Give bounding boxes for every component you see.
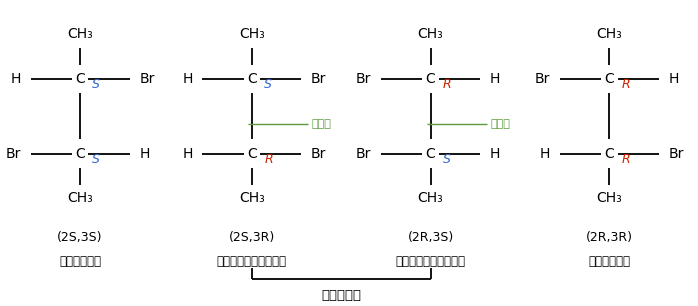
Text: H: H — [490, 72, 500, 86]
Text: CH₃: CH₃ — [239, 191, 265, 205]
Text: CH₃: CH₃ — [596, 27, 622, 41]
Text: CH₃: CH₃ — [596, 191, 622, 205]
Text: C: C — [75, 72, 85, 86]
Text: CH₃: CH₃ — [239, 27, 265, 41]
Text: Br: Br — [356, 147, 371, 161]
Text: CH₃: CH₃ — [67, 191, 93, 205]
Text: Br: Br — [311, 72, 327, 86]
Text: H: H — [182, 147, 193, 161]
Text: CH₃: CH₃ — [67, 27, 93, 41]
Text: 光学活性あり: 光学活性あり — [59, 255, 101, 268]
Text: S: S — [92, 153, 101, 166]
Text: CH₃: CH₃ — [417, 27, 443, 41]
Text: R: R — [265, 153, 273, 166]
Text: 対称面: 対称面 — [312, 119, 332, 129]
Text: (2S,3S): (2S,3S) — [57, 231, 103, 244]
Text: H: H — [540, 147, 550, 161]
Text: Br: Br — [6, 147, 21, 161]
Text: メソ体：光学活性なし: メソ体：光学活性なし — [217, 255, 287, 268]
Text: (2R,3R): (2R,3R) — [586, 231, 633, 244]
Text: C: C — [426, 147, 436, 161]
Text: S: S — [443, 153, 451, 166]
Text: Br: Br — [535, 72, 550, 86]
Text: R: R — [622, 78, 630, 91]
Text: 対称面: 対称面 — [491, 119, 510, 129]
Text: Br: Br — [356, 72, 371, 86]
Text: 光学活性あり: 光学活性あり — [588, 255, 630, 268]
Text: C: C — [247, 72, 257, 86]
Text: メソ体：光学活性なし: メソ体：光学活性なし — [396, 255, 466, 268]
Text: 同じ化合物: 同じ化合物 — [321, 289, 362, 302]
Text: CH₃: CH₃ — [417, 191, 443, 205]
Text: S: S — [92, 78, 101, 91]
Text: (2S,3R): (2S,3R) — [229, 231, 275, 244]
Text: H: H — [10, 72, 21, 86]
Text: Br: Br — [669, 147, 684, 161]
Text: H: H — [490, 147, 500, 161]
Text: H: H — [139, 147, 149, 161]
Text: R: R — [622, 153, 630, 166]
Text: R: R — [443, 78, 452, 91]
Text: Br: Br — [311, 147, 327, 161]
Text: C: C — [426, 72, 436, 86]
Text: C: C — [604, 147, 614, 161]
Text: C: C — [247, 147, 257, 161]
Text: Br: Br — [139, 72, 154, 86]
Text: C: C — [604, 72, 614, 86]
Text: S: S — [265, 78, 272, 91]
Text: H: H — [669, 72, 678, 86]
Text: H: H — [182, 72, 193, 86]
Text: (2R,3S): (2R,3S) — [408, 231, 454, 244]
Text: C: C — [75, 147, 85, 161]
